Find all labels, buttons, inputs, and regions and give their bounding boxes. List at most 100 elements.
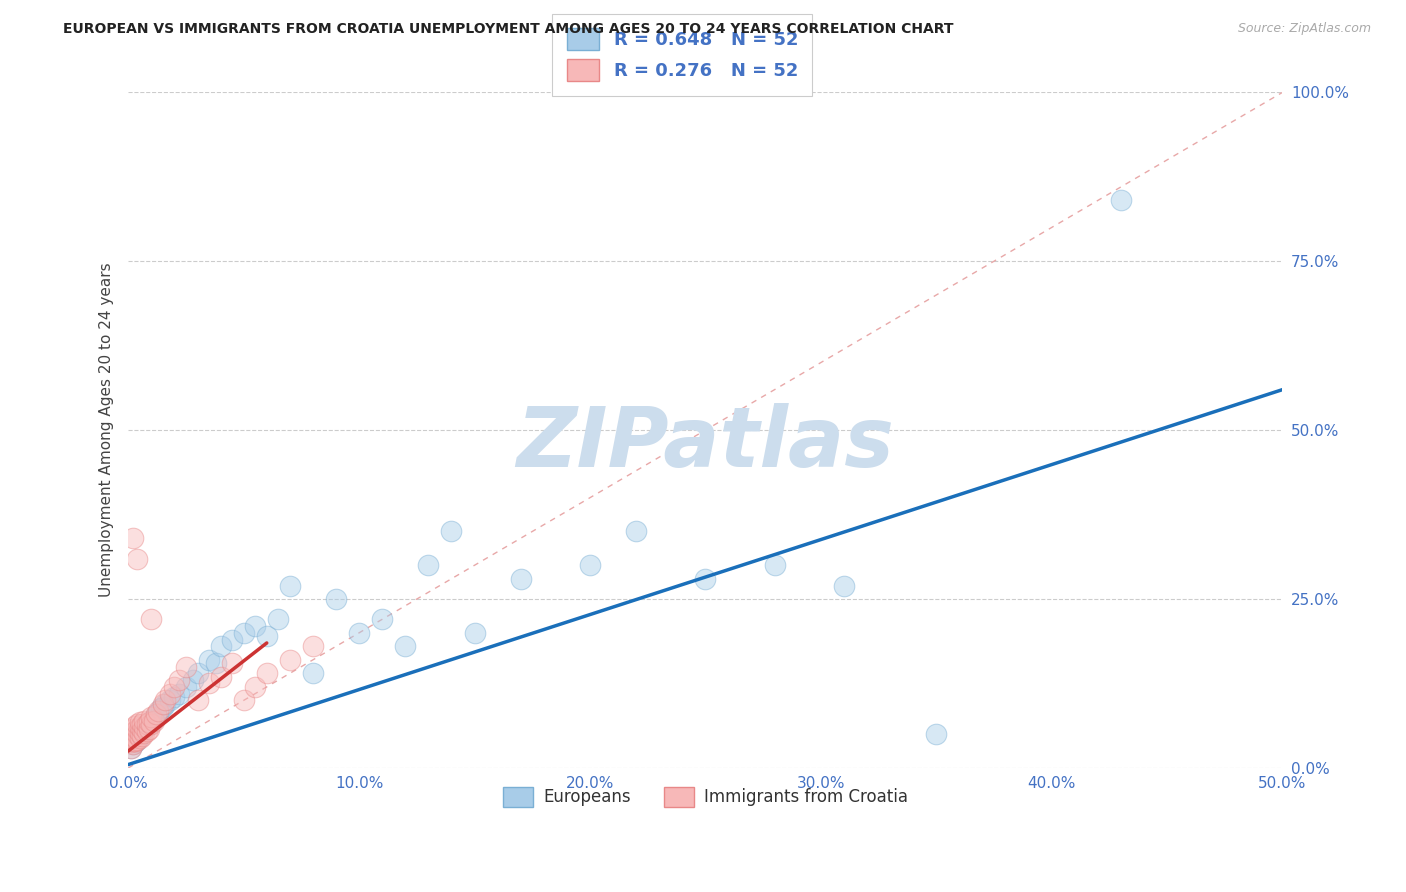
Point bbox=[278, 653, 301, 667]
Point bbox=[205, 657, 228, 671]
Point bbox=[120, 729, 142, 743]
Legend: Europeans, Immigrants from Croatia: Europeans, Immigrants from Croatia bbox=[496, 780, 914, 814]
Point bbox=[163, 680, 186, 694]
Point bbox=[124, 731, 146, 745]
Point bbox=[245, 680, 267, 694]
Point bbox=[138, 722, 160, 736]
Point bbox=[1109, 194, 1132, 208]
Point bbox=[148, 704, 170, 718]
Point bbox=[128, 714, 150, 729]
Point bbox=[120, 732, 142, 747]
Point bbox=[763, 558, 786, 573]
Point bbox=[167, 673, 190, 687]
Point bbox=[198, 653, 221, 667]
Point bbox=[159, 687, 181, 701]
Point bbox=[121, 737, 143, 751]
Text: ZIPatlas: ZIPatlas bbox=[516, 403, 894, 484]
Point bbox=[152, 697, 174, 711]
Point bbox=[159, 693, 181, 707]
Point bbox=[128, 727, 150, 741]
Point bbox=[138, 714, 160, 729]
Point bbox=[145, 708, 167, 723]
Point bbox=[128, 729, 150, 743]
Point bbox=[142, 712, 165, 726]
Point bbox=[121, 734, 143, 748]
Point bbox=[141, 717, 163, 731]
Point bbox=[181, 673, 204, 687]
Point bbox=[134, 714, 156, 728]
Point bbox=[127, 727, 149, 741]
Point bbox=[124, 730, 146, 744]
Point bbox=[120, 735, 142, 749]
Point bbox=[141, 710, 163, 724]
Point bbox=[232, 693, 254, 707]
Point bbox=[302, 640, 325, 654]
Point bbox=[121, 722, 143, 736]
Point bbox=[209, 640, 232, 654]
Text: Source: ZipAtlas.com: Source: ZipAtlas.com bbox=[1237, 22, 1371, 36]
Point bbox=[135, 723, 157, 738]
Point bbox=[163, 690, 186, 704]
Point bbox=[186, 666, 208, 681]
Point bbox=[149, 701, 172, 715]
Point bbox=[509, 572, 531, 586]
Point bbox=[141, 714, 163, 729]
Point bbox=[121, 734, 143, 748]
Point bbox=[186, 693, 208, 707]
Point bbox=[135, 719, 157, 733]
Point bbox=[371, 612, 394, 626]
Point bbox=[127, 732, 149, 747]
Point bbox=[579, 558, 602, 573]
Point bbox=[148, 706, 170, 720]
Point bbox=[418, 558, 440, 573]
Point bbox=[624, 524, 647, 539]
Point bbox=[198, 676, 221, 690]
Point bbox=[141, 714, 163, 728]
Point bbox=[209, 670, 232, 684]
Point bbox=[347, 625, 370, 640]
Point bbox=[121, 531, 143, 545]
Point bbox=[278, 578, 301, 592]
Point bbox=[153, 693, 176, 707]
Point bbox=[134, 722, 156, 736]
Point bbox=[127, 722, 149, 736]
Point bbox=[120, 740, 142, 755]
Point bbox=[167, 687, 190, 701]
Point bbox=[695, 572, 717, 586]
Point bbox=[127, 551, 149, 566]
Point bbox=[832, 578, 855, 592]
Point bbox=[120, 740, 142, 755]
Point bbox=[127, 717, 149, 731]
Point bbox=[124, 734, 146, 748]
Point bbox=[141, 612, 163, 626]
Point bbox=[440, 524, 463, 539]
Point bbox=[153, 697, 176, 711]
Point bbox=[131, 723, 153, 738]
Point bbox=[174, 659, 197, 673]
Point bbox=[325, 592, 347, 607]
Y-axis label: Unemployment Among Ages 20 to 24 years: Unemployment Among Ages 20 to 24 years bbox=[100, 263, 114, 598]
Point bbox=[256, 629, 278, 643]
Point bbox=[131, 726, 153, 740]
Point bbox=[221, 632, 243, 647]
Point bbox=[925, 727, 948, 741]
Point bbox=[267, 612, 290, 626]
Point bbox=[131, 729, 153, 743]
Point bbox=[121, 737, 143, 751]
Point bbox=[128, 726, 150, 740]
Text: EUROPEAN VS IMMIGRANTS FROM CROATIA UNEMPLOYMENT AMONG AGES 20 TO 24 YEARS CORRE: EUROPEAN VS IMMIGRANTS FROM CROATIA UNEM… bbox=[63, 22, 953, 37]
Point bbox=[221, 657, 243, 671]
Point bbox=[463, 625, 485, 640]
Point bbox=[302, 666, 325, 681]
Point bbox=[134, 726, 156, 740]
Point bbox=[135, 717, 157, 731]
Point bbox=[245, 619, 267, 633]
Point bbox=[131, 717, 153, 731]
Point bbox=[124, 735, 146, 749]
Point bbox=[128, 720, 150, 734]
Point bbox=[145, 706, 167, 721]
Point bbox=[232, 625, 254, 640]
Point bbox=[121, 726, 143, 740]
Point bbox=[124, 719, 146, 733]
Point bbox=[121, 731, 143, 745]
